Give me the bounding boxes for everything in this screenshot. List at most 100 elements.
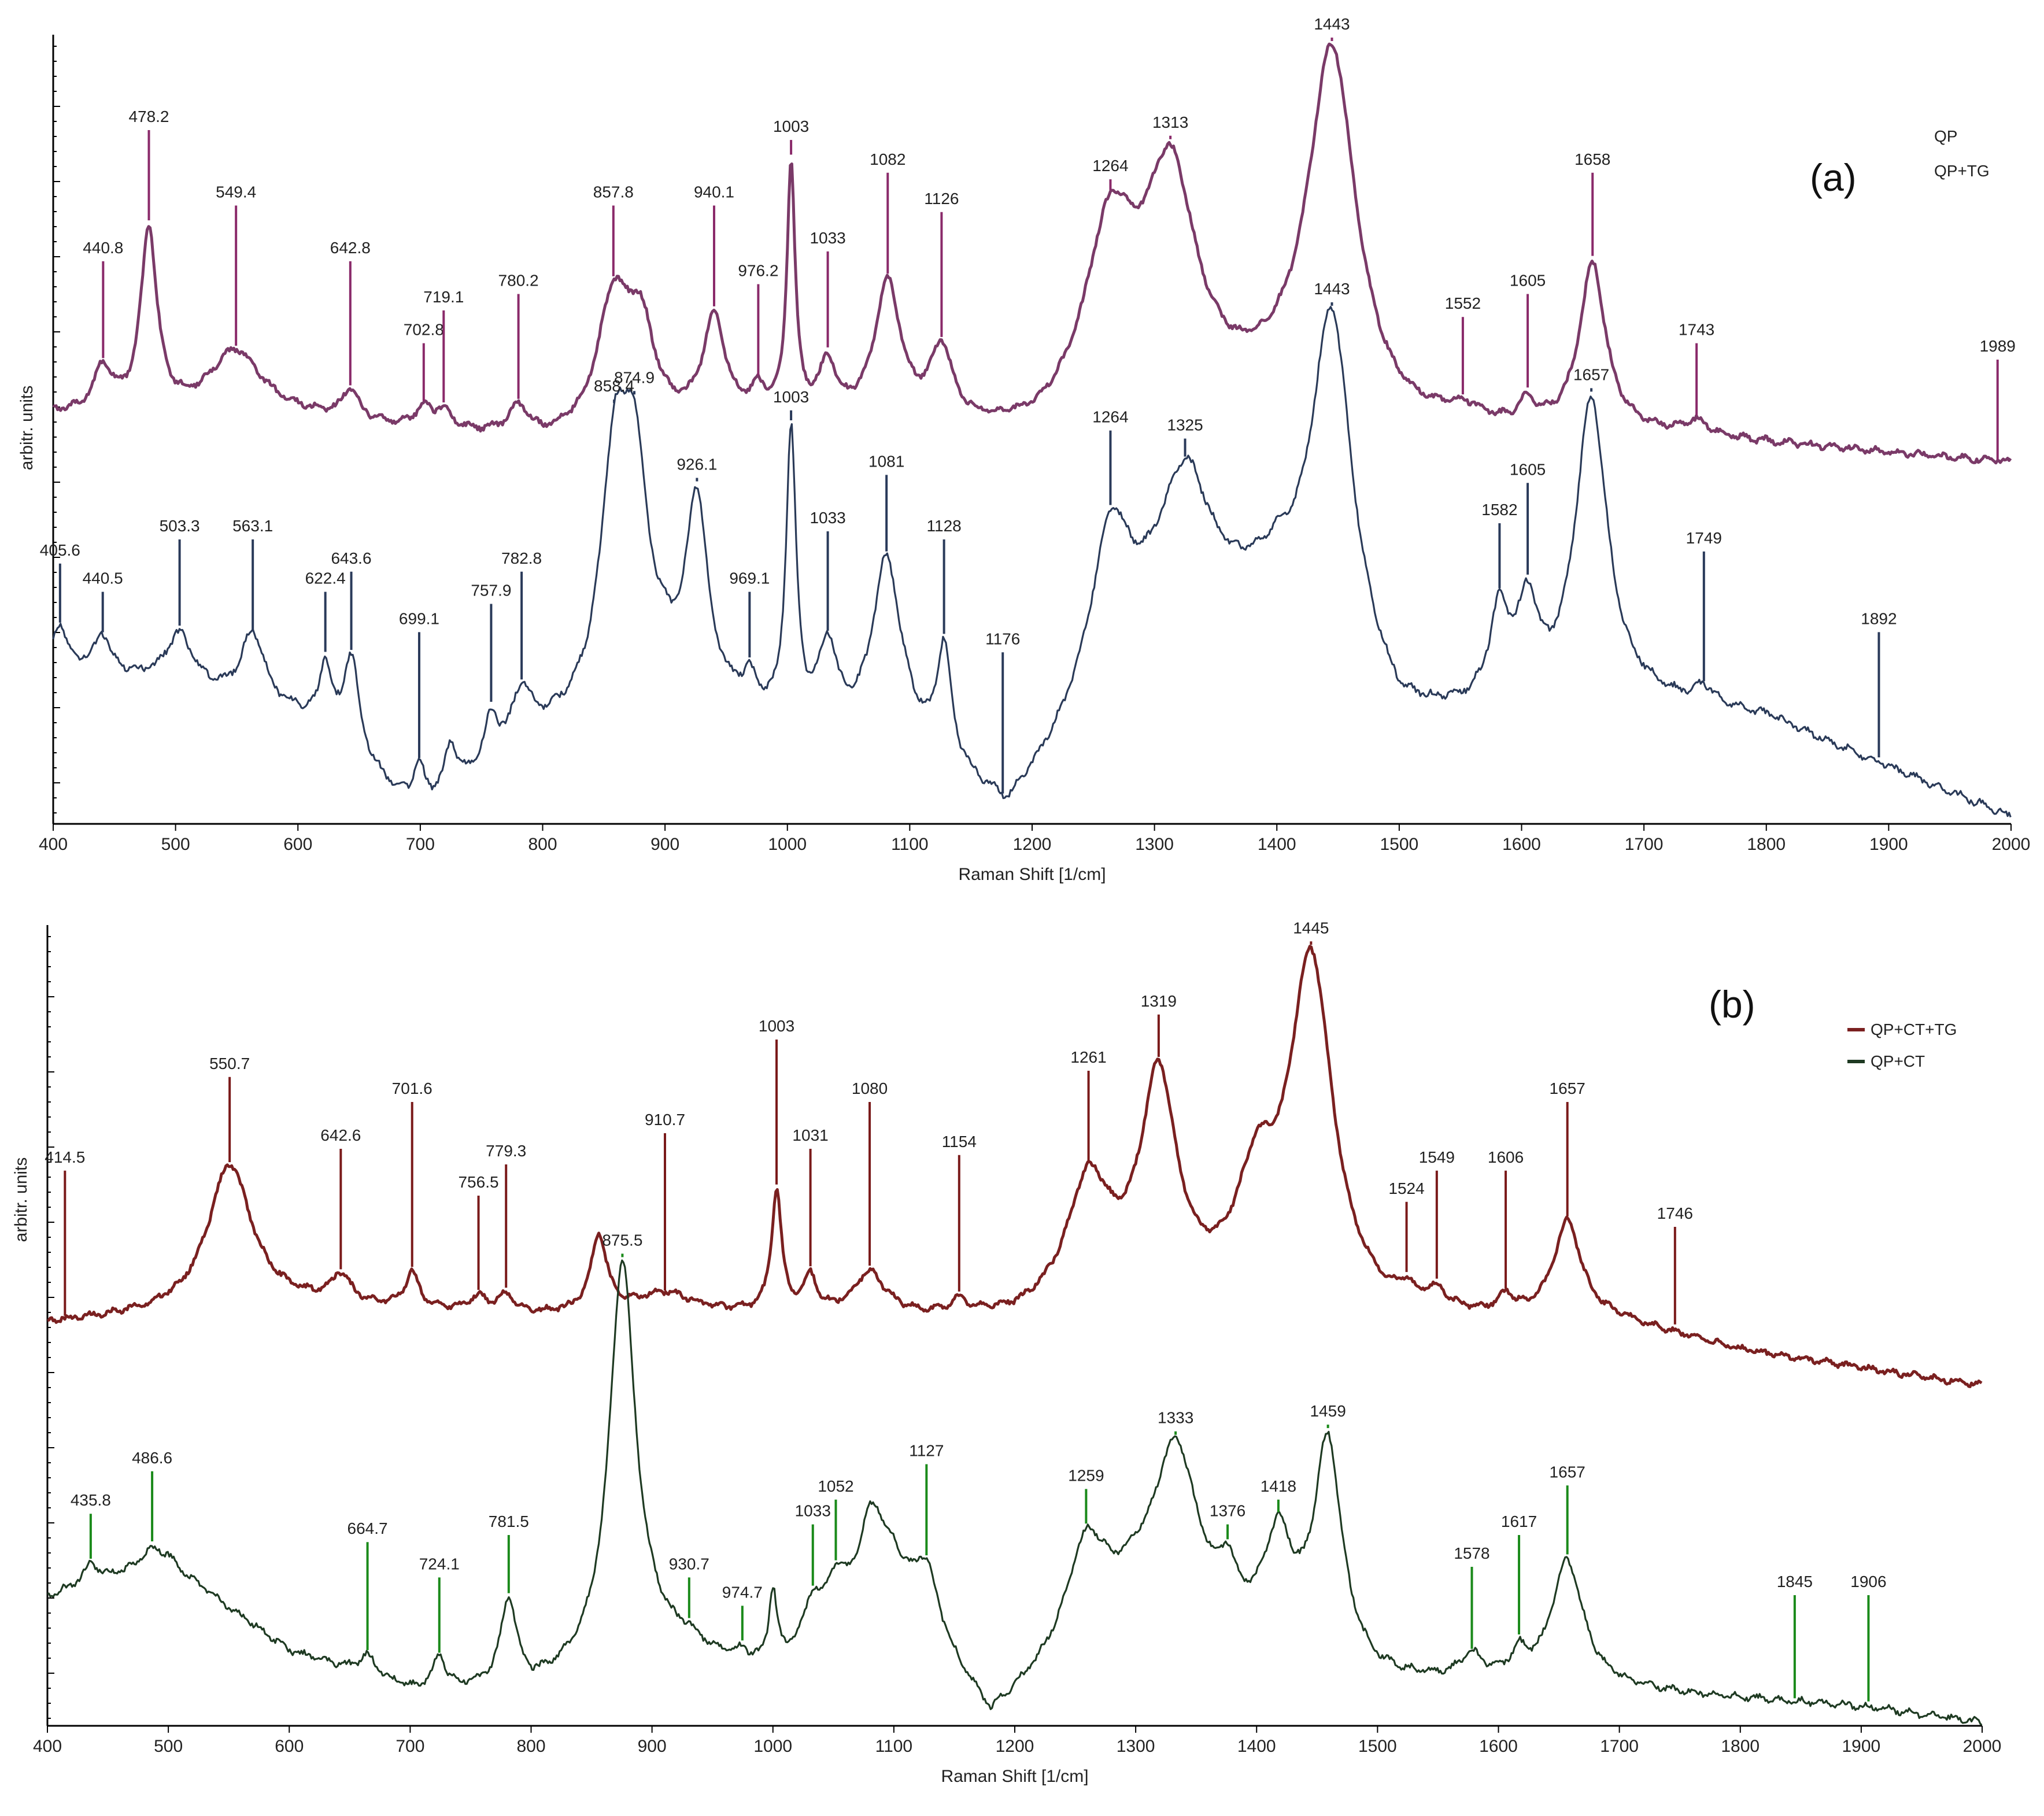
x-tick-label: 1900 xyxy=(1869,835,1908,854)
peak-label: 1259 xyxy=(1068,1466,1104,1484)
x-tick-label: 600 xyxy=(275,1737,304,1756)
peak-label: 1127 xyxy=(909,1442,944,1460)
x-tick-label: 600 xyxy=(283,835,312,854)
peak-label: 782.8 xyxy=(501,549,542,567)
x-tick-label: 1400 xyxy=(1258,835,1296,854)
peak-label: 503.3 xyxy=(160,517,200,535)
x-tick-label: 500 xyxy=(161,835,190,854)
peak-label: 1264 xyxy=(1092,157,1128,175)
series-line-qp-tg xyxy=(52,42,2012,465)
legend-entry: QP+CT+TG xyxy=(1871,1020,1957,1038)
peak-label: 563.1 xyxy=(232,517,273,535)
peak-label: 976.2 xyxy=(738,262,778,280)
x-tick-label: 1100 xyxy=(891,835,929,854)
x-tick-label: 400 xyxy=(39,835,68,854)
peak-label: 1082 xyxy=(870,150,905,168)
peak-label: 1003 xyxy=(773,117,809,135)
peak-label: 1319 xyxy=(1141,992,1177,1010)
peak-label: 1606 xyxy=(1488,1148,1524,1166)
peak-label: 1128 xyxy=(927,517,962,535)
peak-label: 1524 xyxy=(1388,1179,1424,1197)
legend-entry: QP xyxy=(1934,127,1957,145)
x-tick-label: 1600 xyxy=(1502,835,1541,854)
legend-entry: QP+CT xyxy=(1871,1052,1925,1070)
peak-label: 1003 xyxy=(759,1017,794,1035)
x-tick-label: 1300 xyxy=(1117,1737,1155,1756)
peak-label: 642.8 xyxy=(330,239,371,257)
peak-label: 719.1 xyxy=(423,288,464,306)
x-tick-label: 1000 xyxy=(768,835,807,854)
peak-label: 1031 xyxy=(792,1126,828,1144)
peak-label: 1052 xyxy=(818,1477,853,1495)
x-tick-label: 1800 xyxy=(1747,835,1786,854)
x-tick-label: 1100 xyxy=(875,1737,913,1756)
peak-label: 1605 xyxy=(1510,272,1546,290)
peak-label: 440.8 xyxy=(83,239,123,257)
peak-label: 1418 xyxy=(1261,1477,1296,1495)
x-tick-label: 800 xyxy=(528,835,557,854)
peak-label: 1906 xyxy=(1850,1573,1886,1591)
x-tick-label: 2000 xyxy=(1963,1737,2002,1756)
peak-label: 643.6 xyxy=(331,549,371,567)
series-line-qp xyxy=(52,306,2012,818)
x-tick-label: 1400 xyxy=(1237,1737,1276,1756)
peak-label: 550.7 xyxy=(209,1055,250,1072)
peak-label: 756.5 xyxy=(458,1173,498,1191)
peak-label: 781.5 xyxy=(489,1512,529,1530)
peak-label: 1081 xyxy=(868,452,904,470)
peak-label: 1325 xyxy=(1167,416,1203,434)
peak-label: 858.4 xyxy=(594,377,634,395)
peak-label: 478.2 xyxy=(128,108,169,125)
x-tick-label: 800 xyxy=(516,1737,545,1756)
peak-label: 757.9 xyxy=(471,582,511,600)
peak-label: 622.4 xyxy=(305,569,346,587)
peak-label: 1033 xyxy=(810,509,845,527)
peak-label: 874.9 xyxy=(614,368,655,386)
x-tick-label: 2000 xyxy=(1992,835,2031,854)
peak-label: 1264 xyxy=(1092,408,1128,426)
peak-label: 1261 xyxy=(1070,1048,1106,1066)
peak-label: 1313 xyxy=(1152,113,1188,131)
peak-label: 1126 xyxy=(924,190,959,208)
x-tick-label: 1700 xyxy=(1600,1737,1639,1756)
peak-label: 405.6 xyxy=(40,541,80,559)
panel-label: (a) xyxy=(1810,156,1857,199)
peak-label: 779.3 xyxy=(486,1142,526,1160)
peak-label: 435.8 xyxy=(71,1491,111,1509)
peak-label: 1549 xyxy=(1419,1148,1455,1166)
x-tick-label: 900 xyxy=(650,835,679,854)
peak-label: 1605 xyxy=(1510,460,1546,478)
peak-label: 664.7 xyxy=(348,1519,388,1537)
peak-label: 1445 xyxy=(1293,919,1329,937)
peak-label: 699.1 xyxy=(399,609,439,627)
peak-label: 1749 xyxy=(1686,529,1722,547)
panel-a: 400 500 600 700 800 900 1000 1100 1200 1300 1400 15… xyxy=(17,15,2030,884)
x-tick-label: 700 xyxy=(396,1737,424,1756)
peak-label: 1578 xyxy=(1454,1544,1489,1562)
peak-label: 724.1 xyxy=(419,1555,460,1573)
x-tick-label: 1200 xyxy=(996,1737,1034,1756)
peak-label: 1746 xyxy=(1657,1204,1693,1222)
peak-label: 1443 xyxy=(1314,15,1350,33)
series-line-qp-ct-tg xyxy=(47,945,1983,1388)
x-axis-title: Raman Shift [1/cm] xyxy=(958,865,1106,884)
peak-label: 1845 xyxy=(1777,1573,1813,1591)
peak-label: 875.5 xyxy=(602,1231,642,1249)
peak-label: 1154 xyxy=(942,1133,977,1151)
peak-label: 780.2 xyxy=(498,272,539,290)
peak-label: 926.1 xyxy=(677,456,717,474)
peak-label: 1743 xyxy=(1679,321,1714,339)
peak-label: 642.6 xyxy=(320,1126,361,1144)
peak-label: 1376 xyxy=(1210,1502,1245,1520)
peak-label: 1657 xyxy=(1550,1079,1585,1097)
x-tick-label: 1700 xyxy=(1625,835,1664,854)
peak-label: 940.1 xyxy=(694,183,734,201)
x-tick-label: 500 xyxy=(154,1737,183,1756)
peak-label: 1552 xyxy=(1445,294,1481,312)
x-tick-label: 1300 xyxy=(1135,835,1174,854)
series-line-qp-ct xyxy=(47,1259,1983,1726)
y-axis-title: arbitr. units xyxy=(12,1157,31,1242)
y-axis-title: arbitr. units xyxy=(17,386,36,471)
peak-label: 1080 xyxy=(852,1079,888,1097)
peak-label: 1989 xyxy=(1980,337,2016,355)
